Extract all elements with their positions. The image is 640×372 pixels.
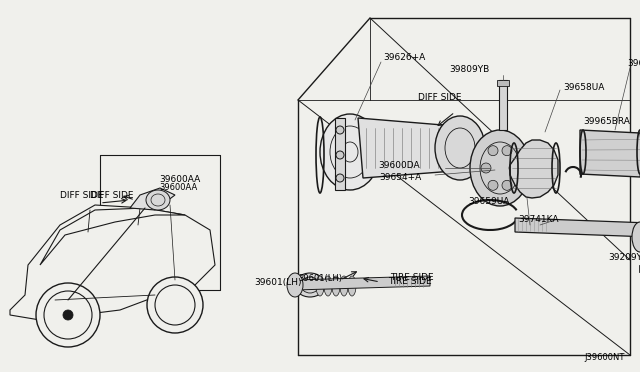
Text: 39654+A: 39654+A	[380, 173, 422, 183]
Ellipse shape	[287, 273, 303, 297]
Ellipse shape	[332, 276, 340, 296]
Text: DIFF SIDE: DIFF SIDE	[90, 192, 134, 201]
Text: 39965BRA: 39965BRA	[584, 118, 630, 126]
Ellipse shape	[509, 163, 519, 173]
Ellipse shape	[632, 222, 640, 252]
Ellipse shape	[316, 276, 324, 296]
Text: 39809YB: 39809YB	[450, 65, 490, 74]
Text: DIFF SIDE: DIFF SIDE	[60, 190, 104, 199]
Text: 39741KA: 39741KA	[518, 215, 559, 224]
Ellipse shape	[295, 273, 325, 297]
Text: TIRE SIDE: TIRE SIDE	[390, 273, 434, 282]
Text: 39658UA: 39658UA	[563, 83, 604, 92]
Text: 39626+A: 39626+A	[383, 54, 425, 62]
Ellipse shape	[36, 283, 100, 347]
Text: 39601(LH): 39601(LH)	[298, 273, 342, 282]
Ellipse shape	[44, 291, 92, 339]
Text: 39209YC: 39209YC	[608, 253, 640, 263]
Polygon shape	[130, 188, 175, 210]
Ellipse shape	[147, 277, 203, 333]
Polygon shape	[335, 118, 345, 190]
Ellipse shape	[146, 190, 170, 210]
Ellipse shape	[481, 163, 491, 173]
Ellipse shape	[63, 310, 73, 320]
Text: 39600AA: 39600AA	[159, 176, 200, 185]
Text: 39600DA: 39600DA	[378, 160, 420, 170]
Ellipse shape	[348, 276, 356, 296]
Ellipse shape	[435, 116, 485, 180]
Ellipse shape	[502, 180, 512, 190]
Polygon shape	[515, 218, 640, 242]
Text: 39601(LH): 39601(LH)	[255, 278, 302, 286]
Polygon shape	[497, 80, 509, 86]
Polygon shape	[639, 265, 640, 272]
Text: J39600NT: J39600NT	[584, 353, 625, 362]
Polygon shape	[580, 130, 640, 177]
Ellipse shape	[336, 126, 344, 134]
Ellipse shape	[470, 130, 530, 206]
Ellipse shape	[155, 285, 195, 325]
Polygon shape	[295, 276, 430, 290]
Polygon shape	[358, 118, 467, 178]
Ellipse shape	[340, 276, 348, 296]
Text: 39641KA: 39641KA	[627, 58, 640, 67]
Ellipse shape	[488, 180, 498, 190]
Ellipse shape	[324, 276, 332, 296]
Polygon shape	[510, 140, 558, 198]
Text: DIFF SIDE: DIFF SIDE	[419, 93, 461, 102]
Polygon shape	[499, 80, 507, 130]
Ellipse shape	[336, 174, 344, 182]
Text: 39600AA: 39600AA	[159, 183, 197, 192]
Text: 39659UA: 39659UA	[468, 198, 510, 206]
Text: TIRE SIDE: TIRE SIDE	[388, 278, 431, 286]
Ellipse shape	[336, 151, 344, 159]
Polygon shape	[10, 205, 215, 320]
Ellipse shape	[502, 146, 512, 155]
Polygon shape	[40, 208, 185, 265]
Ellipse shape	[488, 146, 498, 155]
Ellipse shape	[320, 114, 380, 190]
